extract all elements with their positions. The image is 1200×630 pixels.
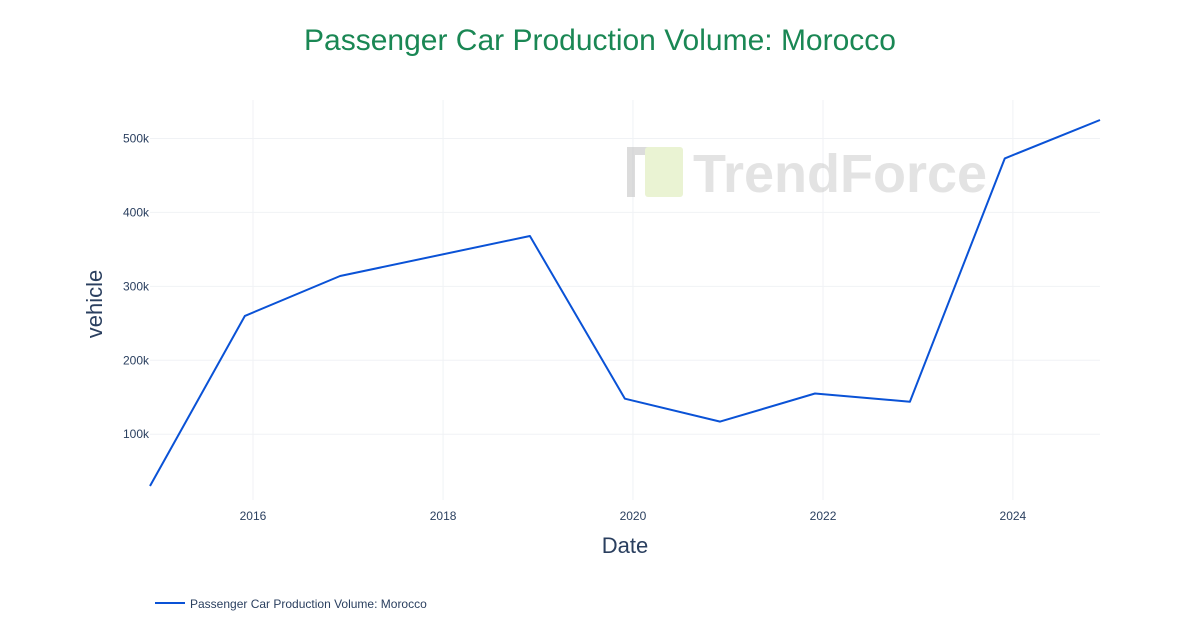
x-tick-label: 2020 bbox=[620, 509, 647, 523]
y-axis-ticks: 100k 200k 300k 400k 500k bbox=[123, 131, 150, 441]
watermark-logo: TrendForce bbox=[627, 144, 987, 204]
chart-title: Passenger Car Production Volume: Morocco bbox=[304, 24, 896, 57]
y-tick-label: 400k bbox=[123, 205, 150, 219]
x-tick-label: 2018 bbox=[430, 509, 457, 523]
y-tick-label: 200k bbox=[123, 353, 150, 367]
x-axis-label: Date bbox=[602, 533, 648, 558]
y-tick-label: 300k bbox=[123, 279, 150, 293]
x-axis-ticks: 2016 2018 2020 2022 2024 bbox=[240, 509, 1027, 523]
y-tick-label: 100k bbox=[123, 427, 150, 441]
x-tick-label: 2024 bbox=[1000, 509, 1027, 523]
y-tick-label: 500k bbox=[123, 131, 150, 145]
y-axis-label: vehicle bbox=[82, 270, 107, 338]
x-tick-label: 2022 bbox=[810, 509, 837, 523]
legend[interactable]: Passenger Car Production Volume: Morocco bbox=[155, 597, 427, 611]
legend-label: Passenger Car Production Volume: Morocco bbox=[190, 597, 427, 611]
series-line bbox=[149, 119, 1101, 487]
svg-text:TrendForce: TrendForce bbox=[693, 144, 987, 204]
series-lines bbox=[149, 119, 1101, 487]
x-tick-label: 2016 bbox=[240, 509, 267, 523]
